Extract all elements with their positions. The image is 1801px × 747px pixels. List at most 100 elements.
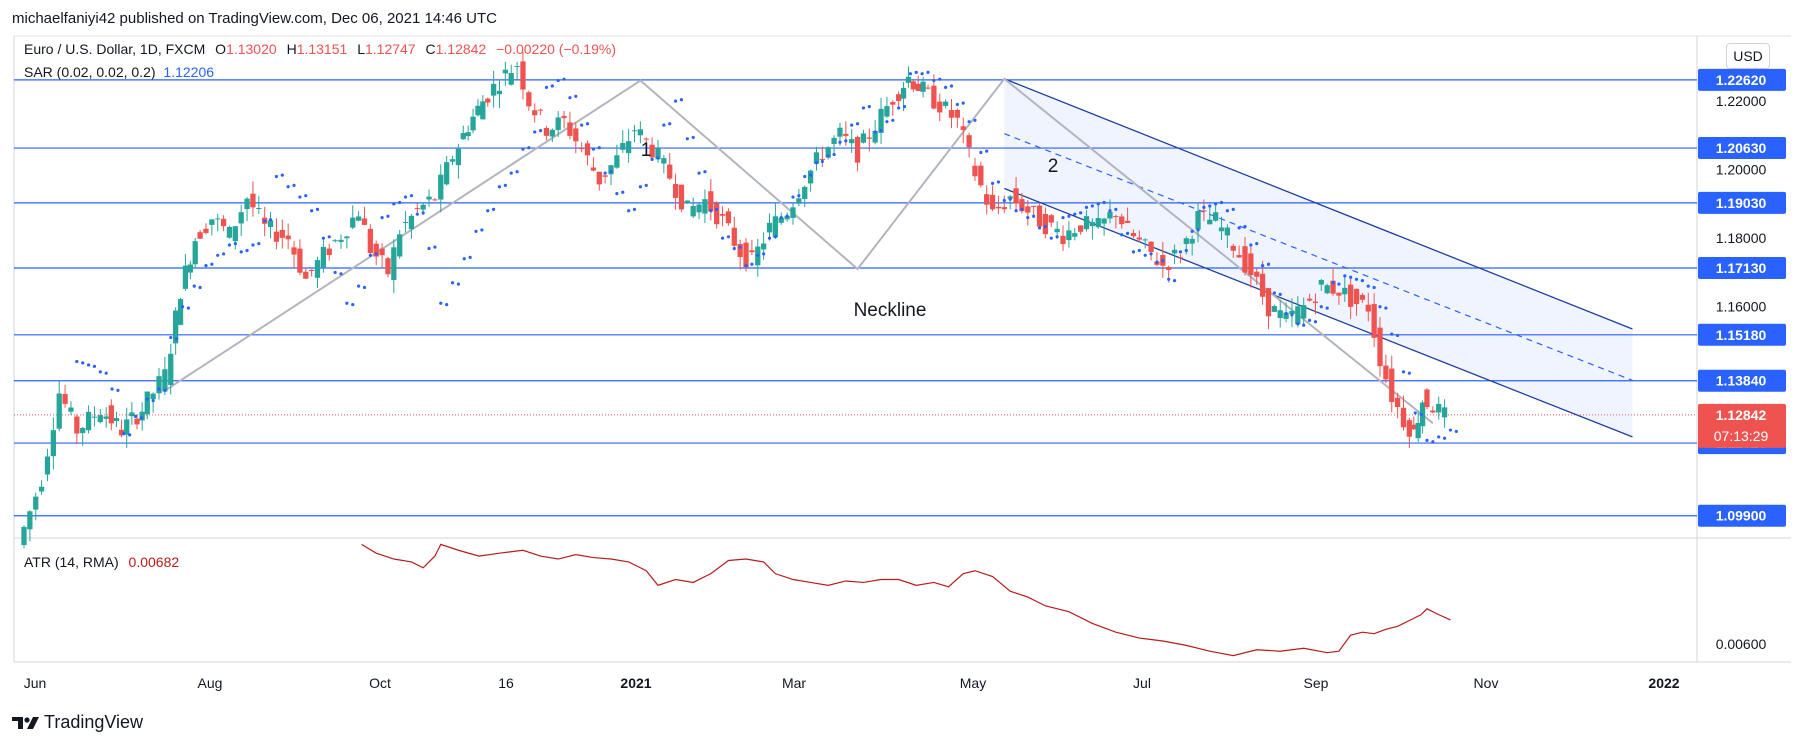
sar-dot [914,70,918,74]
candle-down [708,191,714,212]
sar-dot [1255,242,1259,246]
candle-down [1400,407,1407,428]
y-tick-label: 1.18000 [1716,230,1767,246]
sar-dot [885,120,889,124]
tradingview-logo[interactable]: TradingView [12,712,143,733]
candle-up [514,66,520,68]
candle-down [1248,253,1254,276]
candle-down [584,143,591,156]
sar-dot [809,173,813,177]
candle-down [367,228,373,253]
sar-dot [1143,253,1147,257]
sar-dot [1278,292,1282,296]
sar-dot [1090,204,1094,208]
sar-dot [515,170,519,174]
sar-dot [386,214,390,218]
sar-dot [509,171,513,175]
candle-down [1359,294,1366,300]
candle-down [285,235,291,240]
candle-up [139,411,145,421]
candle-down [1406,420,1413,437]
sar-dot [81,361,85,365]
channel-median [1004,133,1633,381]
candle-up [1271,306,1277,312]
candle-down [954,109,960,118]
candle-down [1411,424,1417,430]
level-tag [1698,256,1786,279]
candle-down [1148,241,1154,253]
candle-down [373,243,379,257]
close-label: C [425,41,436,57]
sar-dot [310,209,314,213]
candle-up [144,391,150,415]
candle-up [129,412,135,417]
sar-dot [398,200,402,205]
sar-dot [245,248,249,253]
sar-dot [679,98,684,102]
candle-up [920,81,926,92]
candle-up [444,162,450,185]
sar-dot [1401,370,1406,374]
candle-up [796,198,802,204]
candle-down [1230,245,1236,251]
sar-dot [814,161,819,165]
level-tag-label: 1.19030 [1716,195,1767,211]
candle-up [1207,219,1213,225]
sar-dot [1084,205,1089,209]
candle-down [1394,397,1401,408]
candle-up [837,127,843,137]
sar-dot [497,185,502,189]
candle-up [1436,403,1442,413]
candle-up [1183,238,1189,245]
candle-down [966,135,972,148]
sar-dot [251,243,255,247]
last-price-label: 1.12842 [1716,407,1767,423]
candle-up [620,142,626,150]
currency-button[interactable]: USD [1726,43,1770,69]
sar-dot [1425,438,1429,442]
candle-up [496,90,503,95]
candle-down [1430,410,1436,413]
candle-up [238,212,244,224]
sar-dot [1390,332,1394,336]
sar-dot [327,235,331,239]
candle-up [884,106,890,117]
candle-up [156,376,162,394]
candle-up [314,260,321,278]
candle-up [267,220,274,227]
sar-dot [932,78,936,83]
candle-up [631,130,638,132]
candle-down [1336,292,1342,296]
sar-dot [374,252,378,256]
sar-dot [409,194,414,198]
sar-dot [1384,306,1388,310]
candle-up [1441,407,1448,418]
sar-dot [967,120,971,124]
sar-dot [879,128,883,133]
sar-dot [257,242,261,246]
candle-up [420,204,426,210]
candle-down [995,206,1002,209]
sar-dot [591,147,596,151]
candle-down [1330,280,1336,294]
candle-down [1130,233,1137,237]
candle-down [1424,389,1430,408]
sar-dot [773,235,777,239]
sar-dot [75,359,79,364]
sar-dot [1137,248,1141,253]
candle-up [33,496,39,510]
channel-line [1004,78,1633,330]
sar-dot [139,416,144,420]
sar-dot [961,101,965,105]
sar-dot [1108,209,1112,213]
candle-down [1265,288,1272,317]
candle-up [813,152,820,164]
candle-down [948,110,955,118]
candle-up [124,419,130,435]
sar-dot [1167,277,1171,281]
sar-dot [697,171,701,175]
candle-up [1295,306,1301,325]
candle-up [150,393,156,400]
candle-down [361,218,368,225]
